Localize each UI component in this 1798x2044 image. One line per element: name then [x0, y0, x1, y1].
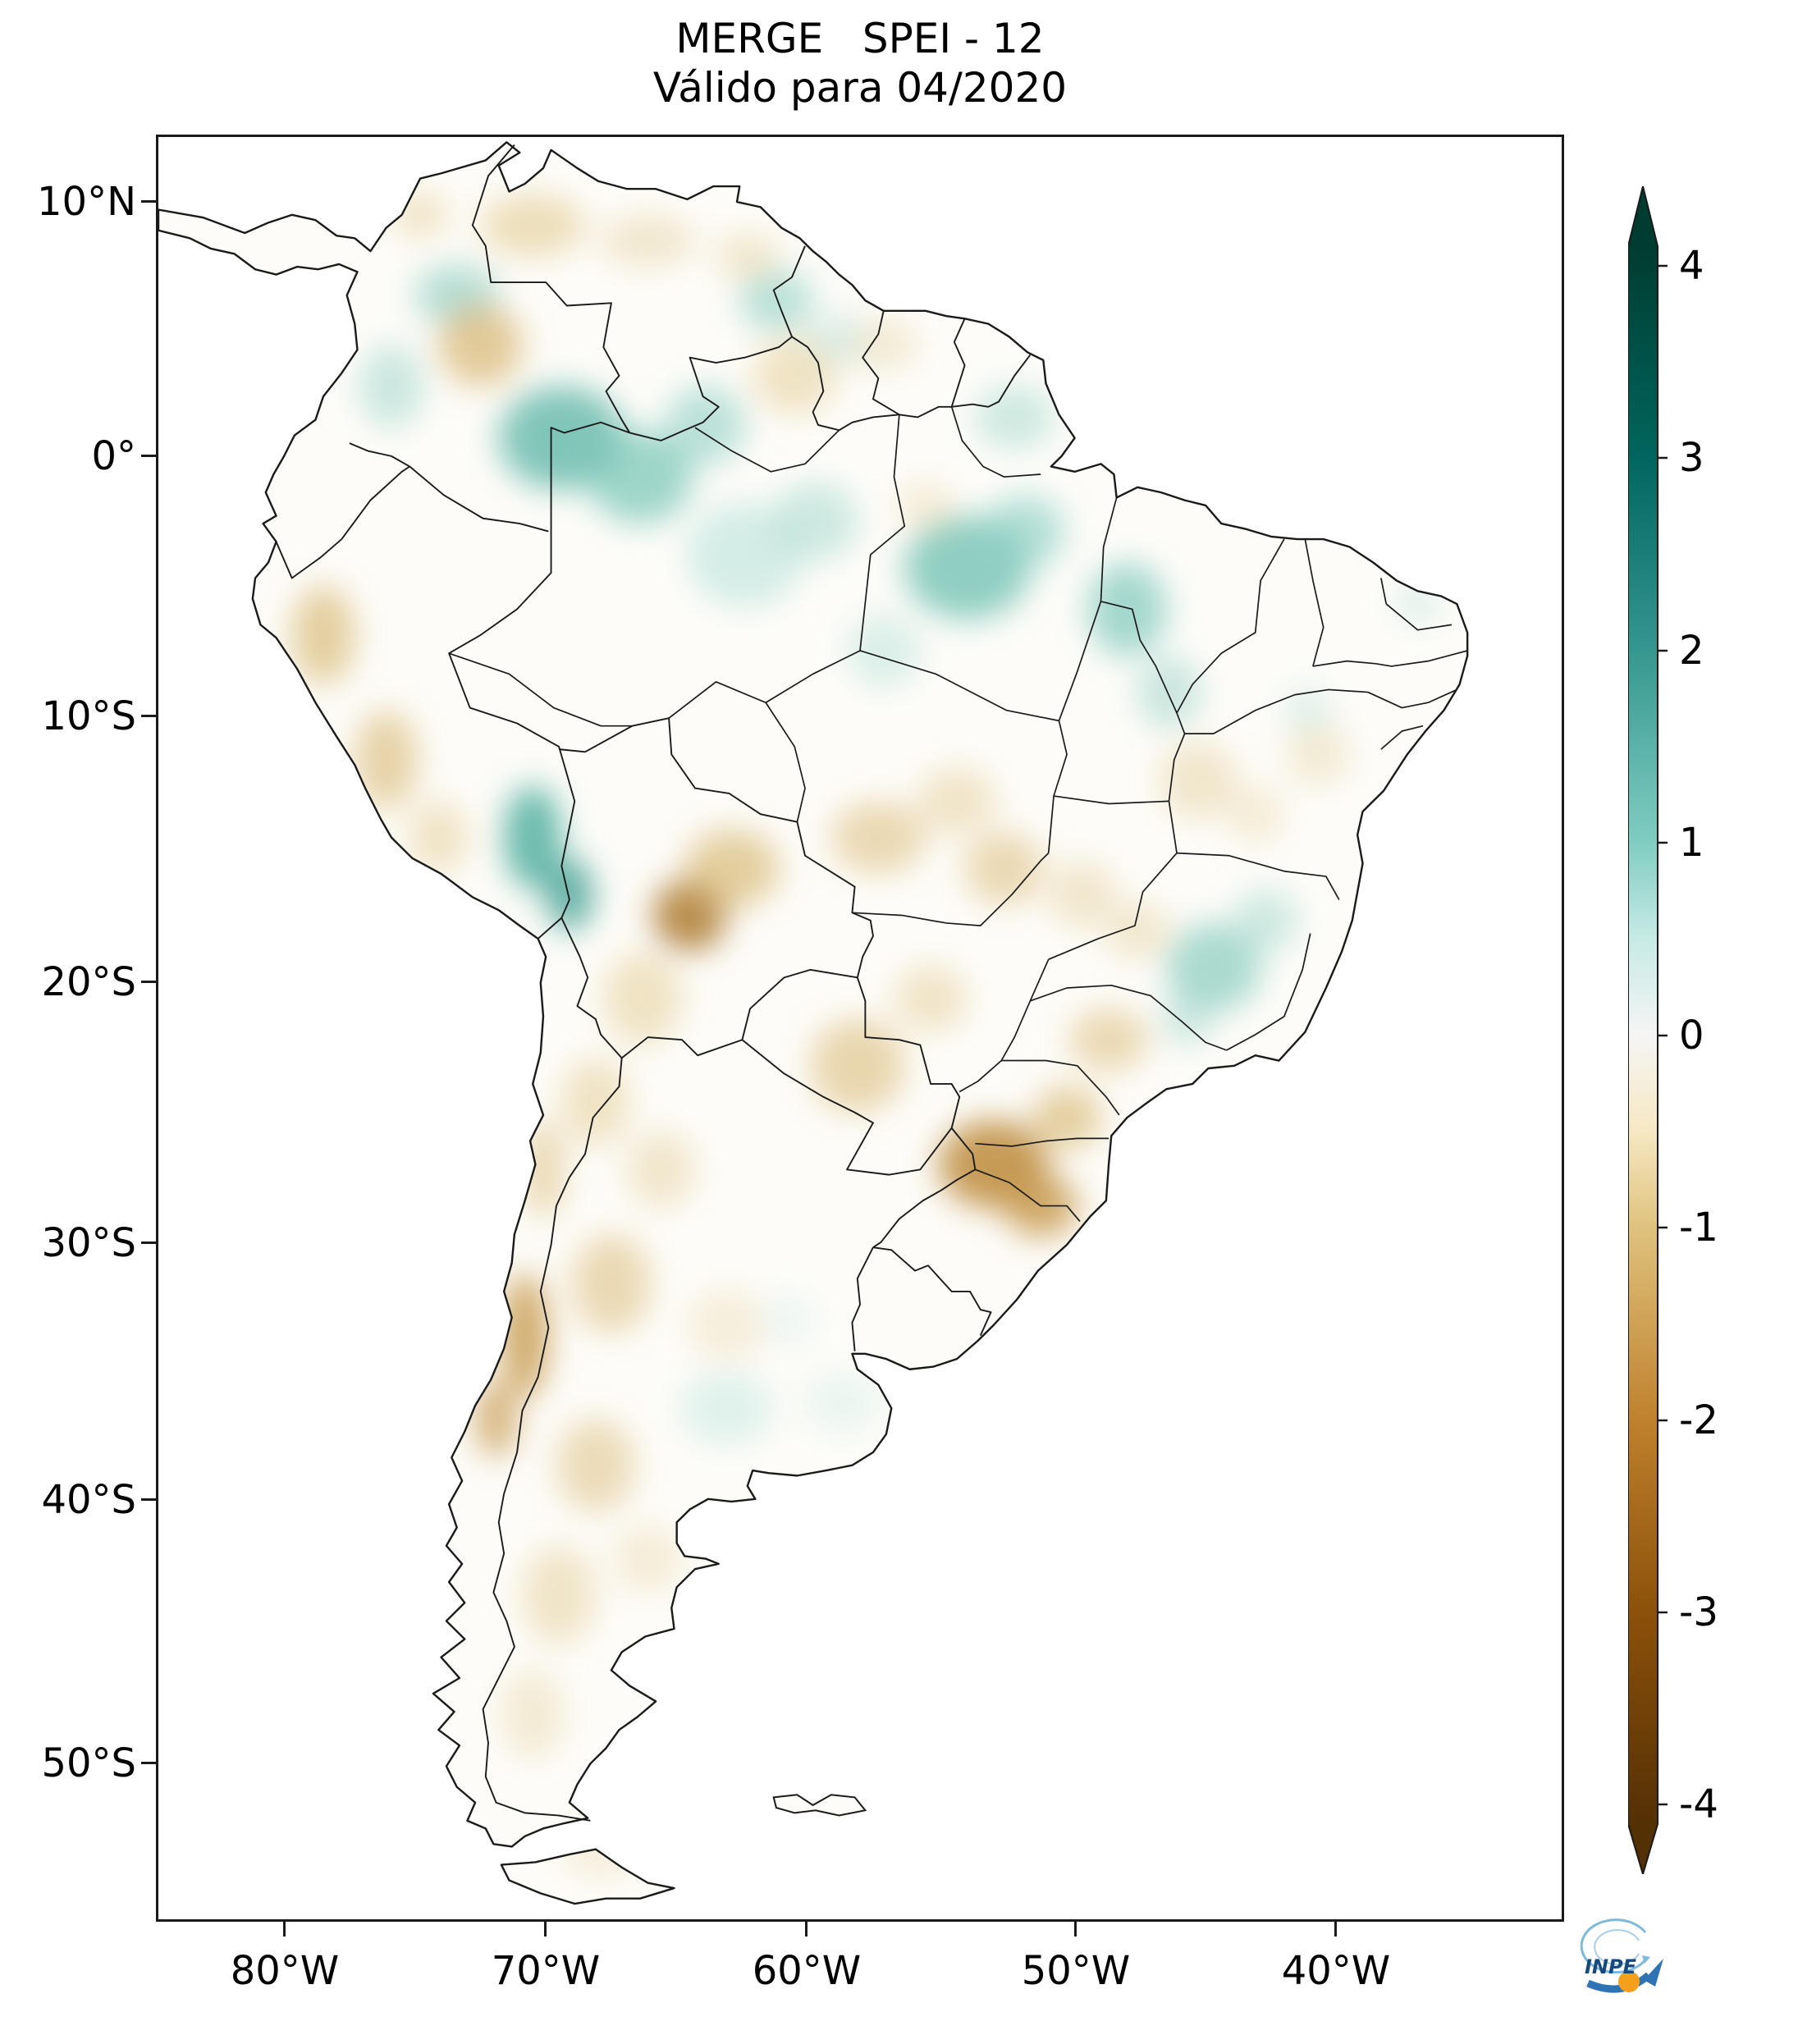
x-tick-mark: [1074, 1922, 1077, 1937]
colorbar-tick-marks: [1658, 264, 1668, 1806]
chart-title: MERGE SPEI - 12: [675, 15, 1045, 62]
y-tick-mark: [141, 455, 156, 457]
x-tick-mark: [1334, 1922, 1337, 1937]
spei-anomaly-blobs: [291, 191, 1439, 1878]
y-tick-label-10n: 10°N: [37, 179, 136, 225]
colorbar-tick-label-n3: -3: [1679, 1589, 1718, 1635]
colorbar-tick-label-2: 2: [1679, 628, 1704, 674]
x-tick-label-40w: 40°W: [1281, 1948, 1391, 1994]
colorbar-tick-label-n4: -4: [1679, 1781, 1718, 1827]
colorbar-tick-label-0: 0: [1679, 1013, 1704, 1059]
colorbar-tick-label-n1: -1: [1679, 1205, 1718, 1251]
inpe-logo: INPE: [1580, 1918, 1663, 1993]
falkland-islands: [774, 1795, 866, 1815]
y-tick-mark: [141, 1241, 156, 1244]
colorbar-gradient-bar: [1628, 186, 1658, 1874]
y-tick-mark: [141, 715, 156, 717]
south-america-spei-map: [158, 137, 1562, 1919]
colorbar-tick-label-n2: -2: [1679, 1397, 1718, 1443]
y-tick-label-30s: 30°S: [41, 1220, 136, 1266]
orange-globe-icon: [1618, 1971, 1640, 1992]
x-tick-mark: [283, 1922, 286, 1937]
inpe-logo-text: INPE: [1585, 1955, 1637, 1978]
y-tick-mark: [141, 200, 156, 203]
y-tick-label-40s: 40°S: [41, 1477, 136, 1523]
orbit-arcs-icon: [1580, 1918, 1650, 1974]
x-tick-label-70w: 70°W: [491, 1948, 601, 1994]
colorbar-tick-label-1: 1: [1679, 820, 1704, 866]
y-tick-label-10s: 10°S: [41, 693, 136, 739]
x-tick-label-80w: 80°W: [230, 1948, 340, 1994]
x-tick-mark: [805, 1922, 807, 1937]
y-tick-mark: [141, 1498, 156, 1501]
y-tick-mark: [141, 981, 156, 983]
y-tick-label-50s: 50°S: [41, 1740, 136, 1786]
country-borders: [277, 144, 1031, 1820]
colorbar-tick-label-3: 3: [1679, 435, 1704, 481]
colorbar-tick-label-4: 4: [1679, 243, 1704, 289]
x-tick-label-60w: 60°W: [752, 1948, 862, 1994]
landmass: [158, 142, 1468, 1905]
y-tick-label-0: 0°: [91, 433, 136, 479]
x-tick-label-50w: 50°W: [1021, 1948, 1131, 1994]
y-tick-mark: [141, 1762, 156, 1764]
colorbar: [1628, 186, 1668, 1874]
plot-frame: INPE: [156, 135, 1663, 1993]
x-tick-mark: [544, 1922, 547, 1937]
chart-subtitle: Válido para 04/2020: [652, 64, 1068, 112]
swoosh-arrow-icon: [1586, 1959, 1663, 1993]
brazil-state-borders: [449, 407, 1467, 1222]
y-tick-label-20s: 20°S: [41, 959, 136, 1005]
